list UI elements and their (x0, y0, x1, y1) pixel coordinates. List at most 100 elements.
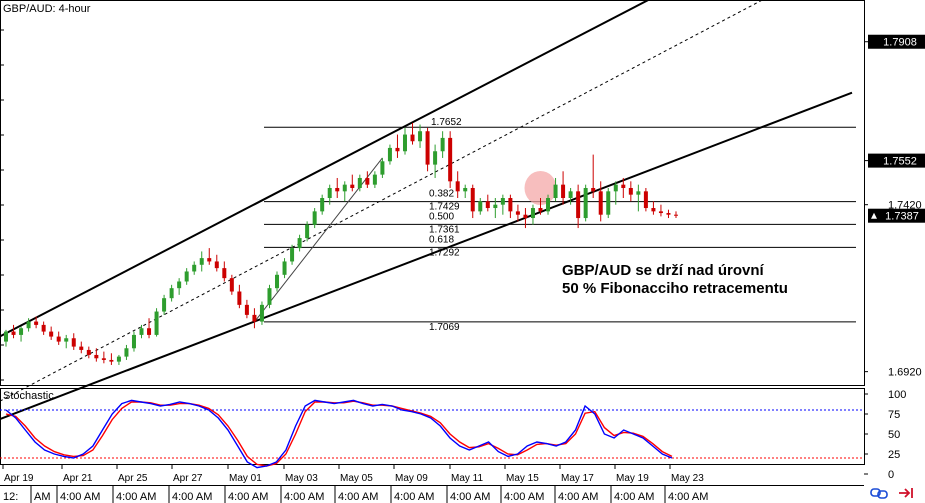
time-label: 4:00 AM (614, 491, 654, 503)
candle-body (147, 328, 152, 335)
date-label: May 03 (285, 473, 318, 484)
candle-body (116, 356, 121, 362)
channel-mid-line (0, 0, 764, 402)
candle (275, 271, 280, 292)
candle (56, 331, 61, 345)
candle (568, 187, 573, 205)
date-label: May 09 (395, 473, 428, 484)
price-label: 1.7552 (883, 156, 917, 168)
price-label: 1.7420 (888, 200, 922, 212)
link-icon[interactable] (870, 488, 888, 499)
candle (350, 174, 355, 192)
candle (485, 194, 490, 212)
candle (177, 278, 182, 295)
candle-body (139, 328, 144, 335)
candle (500, 194, 505, 215)
candle-body (342, 184, 347, 192)
candle-body (297, 238, 302, 249)
candle-body (463, 187, 468, 192)
candle-body (583, 187, 588, 219)
candle-body (252, 314, 257, 322)
stochastic-layer: 100 75 50 25 0 (0, 389, 906, 481)
candle (244, 299, 249, 319)
candle (229, 274, 234, 295)
candle-body (628, 187, 633, 195)
candle (651, 201, 656, 215)
candle-body (365, 177, 370, 185)
candle-body (380, 161, 385, 175)
fib-level-label: 1.7652 (431, 117, 462, 128)
candle (455, 171, 460, 199)
candle (613, 181, 618, 205)
time-label: 4:00 AM (668, 491, 708, 503)
candle-body (124, 348, 129, 357)
candle-body (11, 331, 16, 335)
candle (19, 326, 24, 342)
candle-body (613, 184, 618, 192)
candle (372, 171, 377, 188)
candle-body (282, 261, 287, 275)
candle-body (418, 131, 423, 142)
candle-body (79, 346, 84, 350)
date-label: Apr 25 (118, 473, 148, 484)
candle (523, 208, 528, 229)
candle (598, 181, 603, 222)
candle (71, 333, 76, 350)
candle (335, 177, 340, 199)
candle (342, 181, 347, 202)
date-label: May 19 (616, 473, 649, 484)
candle (26, 318, 31, 332)
candle-body (395, 147, 400, 152)
candle-body (387, 147, 392, 162)
candle-body (169, 288, 174, 299)
candle-body (34, 321, 39, 325)
candle (583, 184, 588, 222)
candle (305, 221, 310, 242)
candle (290, 244, 295, 265)
candle (139, 324, 144, 339)
channel-layer (0, 0, 853, 420)
candle (530, 204, 535, 225)
arrow-exit-icon[interactable] (899, 488, 913, 498)
annotation-line-1: GBP/AUD se drží nad úrovní (562, 262, 765, 279)
candle (508, 194, 513, 219)
candle-body (49, 331, 54, 337)
candle-body (101, 358, 106, 360)
annotation-line-2: 50 % Fibonacciho retracementu (562, 280, 788, 297)
candle-body (433, 151, 438, 165)
candle (109, 353, 114, 365)
date-label: May 23 (671, 473, 704, 484)
candle (199, 251, 204, 272)
candle (147, 318, 152, 339)
candle-body (327, 187, 332, 199)
candle-body (425, 131, 430, 165)
candle-body (448, 137, 453, 182)
stochastic-tick-label: 75 (888, 409, 900, 421)
fib-level-label: 0.618 (429, 234, 454, 245)
candle (4, 329, 8, 347)
candle (79, 341, 84, 354)
candle (493, 198, 498, 219)
candle-body (636, 191, 641, 195)
fib-level-label: 1.7361 (429, 224, 460, 235)
candle-body (515, 211, 520, 215)
candle-body (621, 184, 626, 188)
candle (674, 211, 678, 219)
candle (214, 254, 219, 272)
candle (463, 184, 468, 199)
time-label: 12: (3, 491, 18, 503)
candle-body (591, 187, 596, 192)
candle-body (553, 184, 558, 199)
candle-body (109, 359, 114, 362)
current-price-box (868, 208, 925, 223)
date-label: May 05 (340, 473, 373, 484)
time-label: 4:00 AM (172, 491, 212, 503)
candle (252, 308, 257, 329)
candle (222, 261, 227, 282)
candle-body (259, 304, 264, 322)
candle (64, 334, 69, 349)
candle-body (561, 184, 566, 199)
candle-body (312, 211, 317, 225)
candle (267, 284, 272, 309)
